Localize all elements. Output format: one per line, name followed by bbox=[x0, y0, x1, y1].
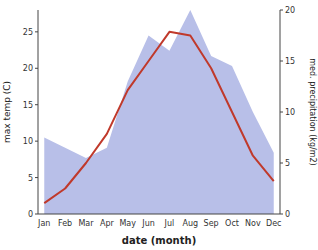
x-tick-label: Sep bbox=[204, 219, 219, 228]
x-axis-line bbox=[38, 214, 280, 215]
x-tick-label: Jul bbox=[164, 219, 175, 228]
y2-tick bbox=[280, 163, 283, 164]
y2-tick-label: 20 bbox=[285, 6, 295, 15]
y-axis-label: max temp (C) bbox=[2, 81, 12, 143]
y2-tick bbox=[280, 10, 283, 11]
chart: 0 5 10 15 20 25 0 5 10 15 20 Jan Feb Mar Apr May Jun Jul A… bbox=[0, 0, 318, 250]
y-tick bbox=[35, 177, 38, 178]
y-tick-label: 25 bbox=[23, 28, 33, 37]
y-tick-label: 5 bbox=[28, 174, 33, 183]
plot-area bbox=[44, 10, 273, 214]
x-tick-label: Mar bbox=[78, 219, 94, 228]
temp-line bbox=[44, 32, 273, 203]
x-tick-label: May bbox=[119, 219, 136, 228]
y-tick bbox=[35, 214, 38, 215]
y-tick bbox=[35, 104, 38, 105]
y-tick-label: 0 bbox=[28, 210, 33, 219]
x-tick-label: Aug bbox=[182, 219, 198, 228]
y2-axis-label: med. precipitation (kg/m2) bbox=[308, 58, 317, 165]
y-tick-label: 20 bbox=[23, 64, 33, 73]
x-tick-label: Nov bbox=[245, 219, 261, 228]
y2-tick bbox=[280, 61, 283, 62]
x-tick-label: Jun bbox=[141, 219, 155, 228]
y2-tick-label: 15 bbox=[285, 57, 295, 66]
y2-tick bbox=[280, 112, 283, 113]
x-tick-label: Dec bbox=[266, 219, 281, 228]
y-tick-label: 10 bbox=[23, 137, 33, 146]
x-tick-label: Apr bbox=[100, 219, 115, 228]
y-axis-line bbox=[38, 10, 39, 214]
y2-tick-label: 10 bbox=[285, 108, 295, 117]
x-tick-label: Feb bbox=[58, 219, 72, 228]
x-tick-label: Jan bbox=[37, 219, 50, 228]
y2-tick bbox=[280, 214, 283, 215]
x-axis-label: date (month) bbox=[122, 235, 196, 246]
y-tick-label: 15 bbox=[23, 101, 33, 110]
y2-tick-label: 5 bbox=[285, 159, 290, 168]
precip-area bbox=[44, 10, 273, 214]
y-tick bbox=[35, 31, 38, 32]
x-tick-label: Oct bbox=[225, 219, 239, 228]
y-tick bbox=[35, 141, 38, 142]
y2-tick-label: 0 bbox=[285, 210, 290, 219]
y-tick bbox=[35, 68, 38, 69]
